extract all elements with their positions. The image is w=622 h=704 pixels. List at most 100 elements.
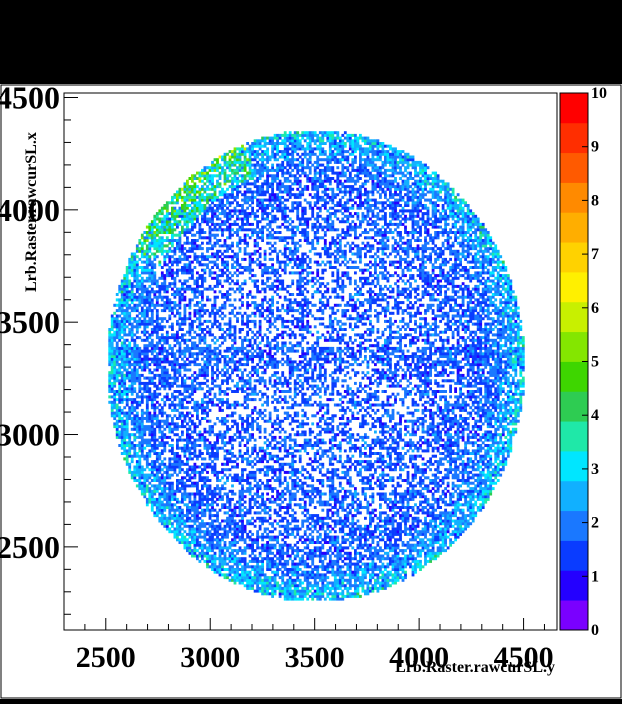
heatmap-cell (198, 233, 202, 237)
heatmap-cell (193, 476, 197, 480)
heatmap-cell (246, 319, 250, 323)
heatmap-cell (233, 570, 237, 574)
heatmap-cell (171, 468, 174, 472)
heatmap-cell (183, 319, 187, 323)
heatmap-cell (226, 462, 229, 466)
heatmap-cell (123, 430, 127, 434)
heatmap-cell (183, 487, 187, 491)
heatmap-cell (160, 287, 164, 291)
heatmap-cell (201, 457, 204, 461)
heatmap-cell (138, 322, 142, 326)
heatmap-cell (143, 252, 147, 256)
heatmap-cell (186, 287, 189, 291)
heatmap-cell (228, 435, 232, 439)
heatmap-cell (231, 527, 234, 531)
heatmap-cell (243, 495, 247, 499)
heatmap-cell (145, 438, 149, 442)
heatmap-cell (188, 384, 192, 388)
heatmap-cell (238, 204, 242, 207)
heatmap-cell (243, 479, 247, 482)
heatmap-cell (208, 328, 212, 331)
heatmap-cell (241, 484, 244, 488)
heatmap-cell (181, 206, 184, 210)
heatmap-cell (266, 387, 270, 391)
heatmap-cell (201, 381, 204, 385)
heatmap-cell (168, 425, 172, 429)
heatmap-cell (158, 357, 162, 361)
heatmap-cell (241, 352, 244, 356)
heatmap-cell (140, 481, 144, 485)
heatmap-cell (213, 363, 217, 367)
heatmap-cell (140, 411, 144, 415)
heatmap-cell (241, 373, 244, 377)
heatmap-cell (203, 257, 207, 261)
heatmap-cell (248, 271, 252, 275)
heatmap-cell (246, 403, 250, 407)
heatmap-cell (178, 470, 182, 474)
heatmap-cell (181, 519, 184, 523)
heatmap-cell (171, 384, 174, 388)
heatmap-cell (193, 195, 197, 199)
heatmap-cell (238, 511, 242, 515)
heatmap-cell (128, 257, 132, 261)
heatmap-cell (188, 287, 192, 291)
heatmap-cell (196, 363, 199, 367)
heatmap-cell (110, 357, 114, 361)
heatmap-cell (198, 373, 202, 377)
heatmap-cell (251, 222, 255, 226)
heatmap-cell (248, 546, 252, 550)
heatmap-cell (133, 349, 137, 353)
heatmap-cell (216, 470, 219, 474)
heatmap-cell (203, 551, 207, 555)
heatmap-cell (173, 344, 177, 348)
heatmap-cell (256, 177, 260, 180)
heatmap-cell (258, 527, 262, 531)
heatmap-cell (158, 506, 162, 509)
heatmap-cell (248, 398, 252, 402)
heatmap-cell (203, 368, 207, 372)
heatmap-cell (216, 319, 219, 323)
heatmap-cell (241, 427, 244, 431)
heatmap-cell (233, 231, 237, 234)
heatmap-cell (191, 444, 194, 447)
heatmap-cell (115, 414, 119, 418)
heatmap-cell (188, 438, 192, 442)
heatmap-cell (208, 352, 212, 356)
heatmap-cell (123, 319, 127, 323)
heatmap-cell (223, 562, 227, 566)
heatmap-cell (198, 255, 202, 259)
heatmap-cell (203, 481, 207, 485)
heatmap-cell (246, 325, 250, 329)
heatmap-cell (256, 417, 260, 420)
heatmap-cell (138, 430, 142, 434)
heatmap-cell (163, 495, 167, 499)
heatmap-cell (241, 174, 244, 178)
heatmap-cell (148, 257, 152, 261)
heatmap-cell (108, 341, 112, 345)
heatmap-cell (216, 217, 219, 221)
heatmap-cell (188, 392, 192, 396)
heatmap-cell (253, 295, 257, 299)
heatmap-cell (206, 508, 209, 512)
heatmap-cell (213, 255, 217, 259)
heatmap-cell (171, 352, 174, 356)
heatmap-cell (171, 225, 174, 229)
heatmap-cell (233, 403, 237, 407)
heatmap-cell (181, 231, 184, 234)
heatmap-cell (206, 365, 209, 369)
heatmap-cell (261, 379, 265, 383)
heatmap-cell (231, 554, 234, 558)
heatmap-cell (173, 414, 177, 418)
heatmap-cell (223, 266, 227, 269)
heatmap-cell (130, 298, 134, 302)
heatmap-cell (218, 225, 222, 229)
heatmap-cell (163, 360, 167, 364)
heatmap-cell (258, 554, 262, 558)
heatmap-cell (213, 195, 217, 199)
heatmap-cell (113, 379, 117, 383)
heatmap-cell (158, 317, 162, 321)
heatmap-cell (160, 381, 164, 385)
heatmap-cell (160, 481, 164, 485)
heatmap-cell (233, 271, 237, 275)
heatmap-cell (213, 551, 217, 555)
